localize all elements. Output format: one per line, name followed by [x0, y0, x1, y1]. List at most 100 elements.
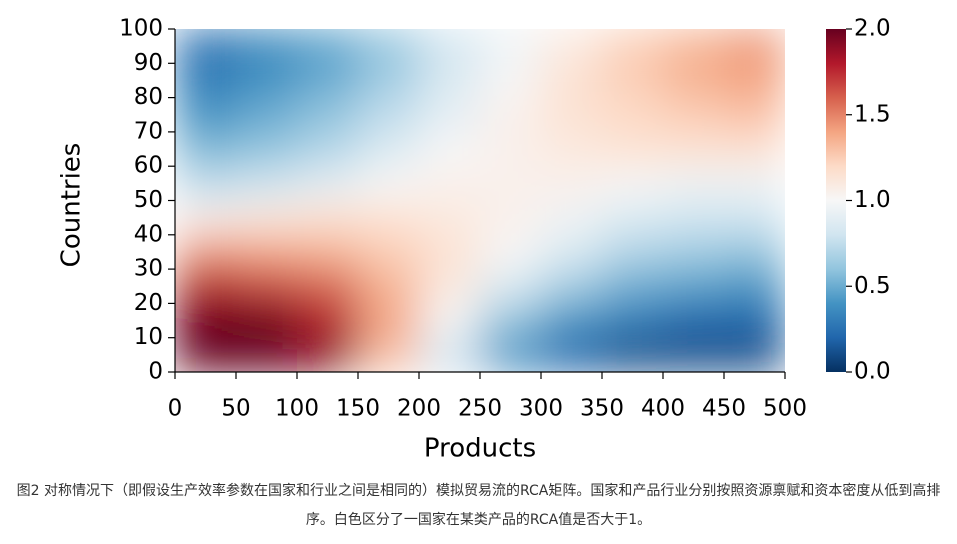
heatmap-cell	[236, 63, 298, 99]
y-tick-label: 20	[134, 290, 163, 316]
heatmap-cell	[297, 200, 359, 236]
heatmap-cell	[724, 131, 785, 167]
heatmap-cell	[358, 337, 420, 372]
heatmap-cell	[236, 269, 298, 304]
heatmap-cell	[724, 234, 785, 270]
heatmap-cell	[541, 166, 603, 201]
heatmap-cell	[358, 303, 420, 339]
heatmap-cell	[541, 337, 603, 372]
heatmap-cell	[480, 234, 542, 270]
heatmap-cell	[175, 29, 237, 64]
heatmap-cell	[297, 166, 359, 201]
heatmap-cell	[541, 303, 603, 339]
colorbar-tick-label: 1.0	[854, 187, 891, 213]
heatmap-cell	[663, 200, 725, 236]
y-tick-label: 100	[119, 16, 163, 42]
heatmap-cell	[724, 337, 785, 372]
heatmap-cell	[663, 63, 725, 99]
heatmap-cell	[175, 337, 237, 372]
y-tick-label: 30	[134, 256, 163, 282]
colorbar-tick-label: 2.0	[854, 16, 891, 42]
heatmap-cell	[297, 97, 359, 133]
colorbar-tick-label: 0.5	[854, 273, 891, 299]
x-tick-label: 200	[397, 396, 441, 422]
y-tick-label: 70	[134, 118, 163, 144]
heatmap-cell	[236, 234, 298, 270]
heatmap-cell	[419, 29, 481, 64]
heatmap-cell	[602, 337, 664, 372]
heatmap-cell	[602, 234, 664, 270]
heatmap-cell	[724, 29, 785, 64]
heatmap-cell	[541, 131, 603, 167]
axes: 0 50 100 150 200 250 300 350 400 450 500 0 10 20 30 40 5…	[119, 16, 890, 422]
heatmap-cell	[602, 131, 664, 167]
heatmap-cell	[480, 303, 542, 339]
heatmap-cell	[663, 337, 725, 372]
y-tick-label: 80	[134, 84, 163, 110]
heatmap-cell	[663, 97, 725, 133]
heatmap-cell	[541, 97, 603, 133]
x-tick-label: 300	[519, 396, 563, 422]
heatmap-cell	[358, 29, 420, 64]
heatmap-cell	[480, 166, 542, 201]
heatmap-cell	[297, 29, 359, 64]
heatmap-cell	[663, 303, 725, 339]
colorbar-tick-label: 0.0	[854, 359, 891, 385]
heatmap-cell	[419, 97, 481, 133]
y-tick-label: 90	[134, 50, 163, 76]
x-tick-label: 350	[580, 396, 624, 422]
heatmap-cell	[602, 200, 664, 236]
heatmap-cell	[724, 303, 785, 339]
heatmap-cell	[358, 63, 420, 99]
heatmap-cell	[297, 303, 359, 339]
heatmap-cell	[663, 269, 725, 304]
heatmap-cell	[236, 29, 298, 64]
heatmap-cell	[358, 200, 420, 236]
heatmap-cell	[724, 97, 785, 133]
x-tick-label: 0	[168, 396, 183, 422]
chart: 0 50 100 150 200 250 300 350 400 450 500 0 10 20 30 40 5…	[57, 16, 891, 464]
heatmap-cell	[480, 200, 542, 236]
heatmap-cell	[419, 269, 481, 304]
heatmap-cell	[480, 63, 542, 99]
heatmap-cell	[480, 131, 542, 167]
y-tick-label: 0	[148, 359, 163, 385]
heatmap-cell	[175, 200, 237, 236]
heatmap-cell	[480, 269, 542, 304]
heatmap-cell	[480, 97, 542, 133]
heatmap-cell	[541, 269, 603, 304]
heatmap-cell	[175, 97, 237, 133]
heatmap-cell	[602, 269, 664, 304]
heatmap-cell	[236, 337, 298, 372]
x-tick-label: 150	[336, 396, 380, 422]
heatmap-cell	[480, 29, 542, 64]
heatmap-cell	[358, 166, 420, 201]
x-axis-label: Products	[424, 434, 536, 464]
heatmap-cell	[358, 269, 420, 304]
heatmap-cell	[175, 131, 237, 167]
heatmap-cell	[297, 63, 359, 99]
heatmap-cell	[236, 200, 298, 236]
heatmap-cell	[602, 97, 664, 133]
heatmap-cell	[419, 200, 481, 236]
x-tick-label: 100	[275, 396, 319, 422]
heatmap-cell	[297, 337, 359, 372]
x-tick-label: 500	[763, 396, 807, 422]
y-tick-label: 40	[134, 221, 163, 247]
y-tick-label: 10	[134, 324, 163, 350]
heatmap-cell	[541, 29, 603, 64]
heatmap-area	[175, 29, 785, 372]
heatmap-cell	[175, 166, 237, 201]
heatmap-cell	[419, 131, 481, 167]
y-axis-label: Countries	[57, 143, 87, 268]
colorbar-tick-label: 1.5	[854, 101, 891, 127]
heatmap-cell	[175, 234, 237, 270]
heatmap-cell	[663, 29, 725, 64]
heatmap-cell	[663, 131, 725, 167]
heatmap-cell	[236, 97, 298, 133]
heatmap-cell	[236, 131, 298, 167]
heatmap-cell	[297, 269, 359, 304]
cells	[175, 29, 785, 372]
heatmap-cell	[175, 63, 237, 99]
